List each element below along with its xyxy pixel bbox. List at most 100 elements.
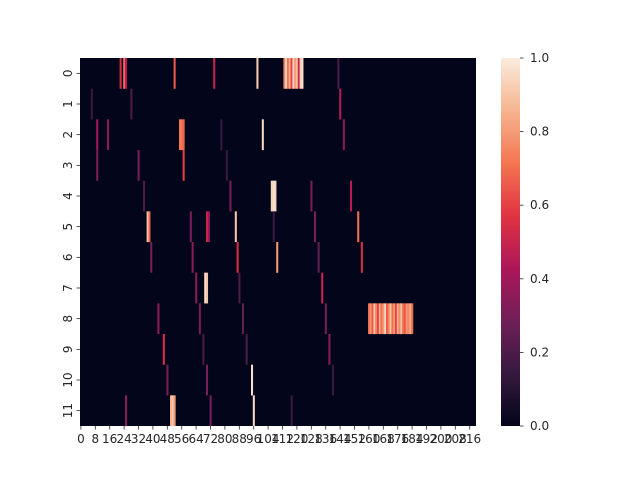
heatmap-cell: [236, 242, 239, 273]
heatmap-cell: [350, 180, 353, 212]
y-tick-label: 7: [61, 284, 75, 292]
heatmap-cell: [173, 395, 176, 427]
heatmap-cell: [191, 242, 194, 273]
heatmap-cell: [384, 303, 387, 335]
heatmap-cell: [274, 180, 277, 212]
x-tick-label: 184: [401, 432, 424, 446]
colorbar-gradient: [501, 58, 520, 426]
heatmap-cell: [206, 211, 209, 243]
x-tick-label: 8: [91, 432, 99, 446]
heatmap-cell: [137, 150, 140, 181]
x-tick-label: 160: [357, 432, 380, 446]
heatmap-cell: [290, 395, 293, 427]
x-tick-label: 96: [246, 432, 261, 446]
heatmap-cell: [209, 395, 212, 427]
x-tick-label: 216: [458, 432, 481, 446]
heatmap-cell: [294, 58, 297, 89]
heatmap-cell: [407, 303, 410, 335]
x-tick-label: 72: [203, 432, 218, 446]
y-tick-label: 11: [61, 403, 75, 418]
x-tick-label: 200: [429, 432, 452, 446]
heatmap-cell: [377, 303, 380, 335]
heatmap-cell: [229, 180, 232, 212]
heatmap-cell: [310, 180, 313, 212]
y-tick-label: 3: [61, 162, 75, 170]
heatmap-cell: [146, 211, 149, 243]
y-tick-label: 9: [61, 346, 75, 354]
heatmap-cell: [242, 303, 245, 335]
heatmap-cell: [386, 303, 389, 335]
heatmap-cell: [170, 395, 173, 427]
heatmap-cell: [123, 58, 126, 89]
x-tick-label: 56: [174, 432, 189, 446]
heatmap-cell: [301, 58, 304, 89]
y-tick-label: 5: [61, 223, 75, 231]
x-tick-label: 24: [116, 432, 131, 446]
heatmap-cell: [296, 58, 299, 89]
x-tick-label: 64: [188, 432, 203, 446]
heatmap-cell: [290, 58, 293, 89]
heatmap-cell: [173, 58, 176, 89]
y-tick-label: 1: [61, 100, 75, 108]
heatmap-cell: [285, 58, 288, 89]
heatmap-cell: [288, 58, 291, 89]
x-tick-label: 48: [160, 432, 175, 446]
y-tick-label: 6: [61, 254, 75, 262]
heatmap-cell: [405, 303, 408, 335]
colorbar-tick-label: 0.2: [530, 345, 549, 359]
y-axis: 0 1 2 3 4 5 6 7 8 9 10 11: [61, 70, 80, 418]
heatmap-cell: [387, 303, 390, 335]
heatmap-cell: [328, 334, 331, 365]
heatmap-cell: [373, 303, 376, 335]
heatmap-cell: [337, 58, 340, 89]
heatmap-cell: [321, 272, 324, 304]
x-axis: 0 8 16 24 32 40 48 56 64 72 80 88 961041121201281361…: [77, 426, 481, 446]
heatmap-cell: [180, 119, 183, 151]
x-tick-label: 80: [217, 432, 232, 446]
x-tick-label: 120: [285, 432, 308, 446]
heatmap-cell: [90, 88, 93, 120]
heatmap-cell: [360, 242, 363, 273]
heatmap-cell: [166, 364, 169, 396]
heatmap-cell: [396, 303, 399, 335]
heatmap-cell: [375, 303, 378, 335]
heatmap-cell: [409, 303, 412, 335]
heatmap-cell: [245, 334, 248, 365]
heatmap-cell: [107, 119, 110, 151]
heatmap-cell: [207, 211, 210, 243]
y-tick-label: 0: [61, 70, 75, 78]
heatmap-cell: [162, 334, 165, 365]
heatmap-cell: [125, 58, 128, 89]
heatmap-cell: [96, 150, 99, 181]
colorbar-tick-label: 0.8: [530, 125, 549, 139]
x-tick-label: 16: [102, 432, 117, 446]
heatmap-cell: [398, 303, 401, 335]
heatmap-cell: [261, 119, 264, 151]
colorbar-tick-label: 0.0: [530, 419, 549, 433]
heatmap-cell: [225, 150, 228, 181]
heatmap-cell: [378, 303, 381, 335]
x-tick-label: 104: [257, 432, 280, 446]
heatmap-cell: [150, 242, 153, 273]
x-tick-label: 112: [271, 432, 294, 446]
heatmap-cell: [189, 211, 192, 243]
heatmap-cell: [204, 272, 207, 304]
heatmap-cell: [339, 88, 342, 120]
y-tick-label: 4: [61, 192, 75, 200]
heatmap-cell: [276, 242, 279, 273]
colorbar-tick-label: 1.0: [530, 51, 549, 65]
heatmap-cell: [314, 211, 317, 243]
heatmap-cell: [96, 119, 99, 151]
heatmap-cell: [256, 58, 259, 89]
heatmap-cell: [400, 303, 403, 335]
x-tick-label: 32: [131, 432, 146, 446]
colorbar-tick-label: 0.4: [530, 272, 549, 286]
heatmap-cell: [299, 58, 302, 89]
heatmap-cell: [220, 119, 223, 151]
x-tick-label: 176: [386, 432, 409, 446]
heatmap-cell: [171, 395, 174, 427]
heatmap-cell: [125, 395, 128, 427]
x-tick-label: 128: [300, 432, 323, 446]
heatmap-cell: [148, 211, 151, 243]
